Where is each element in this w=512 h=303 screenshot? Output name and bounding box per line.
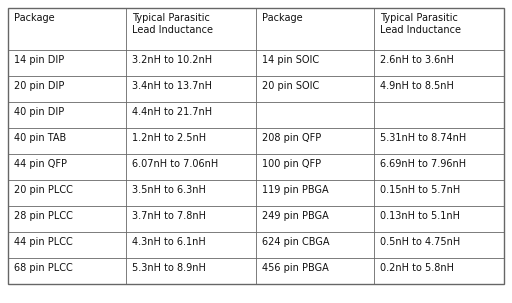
Text: 28 pin PLCC: 28 pin PLCC bbox=[14, 211, 73, 221]
Text: 456 pin PBGA: 456 pin PBGA bbox=[262, 263, 329, 273]
Text: 40 pin TAB: 40 pin TAB bbox=[14, 133, 66, 143]
Text: 1.2nH to 2.5nH: 1.2nH to 2.5nH bbox=[132, 133, 206, 143]
Text: 3.4nH to 13.7nH: 3.4nH to 13.7nH bbox=[132, 81, 212, 91]
Text: 14 pin SOIC: 14 pin SOIC bbox=[262, 55, 319, 65]
Text: 20 pin PLCC: 20 pin PLCC bbox=[14, 185, 73, 195]
Text: 0.13nH to 5.1nH: 0.13nH to 5.1nH bbox=[380, 211, 460, 221]
Text: Package: Package bbox=[14, 13, 55, 23]
Text: 0.2nH to 5.8nH: 0.2nH to 5.8nH bbox=[380, 263, 454, 273]
Text: 4.3nH to 6.1nH: 4.3nH to 6.1nH bbox=[132, 237, 206, 247]
Text: 5.3nH to 8.9nH: 5.3nH to 8.9nH bbox=[132, 263, 206, 273]
Text: 2.6nH to 3.6nH: 2.6nH to 3.6nH bbox=[380, 55, 454, 65]
Text: 3.7nH to 7.8nH: 3.7nH to 7.8nH bbox=[132, 211, 206, 221]
Text: 4.4nH to 21.7nH: 4.4nH to 21.7nH bbox=[132, 107, 212, 117]
Text: 5.31nH to 8.74nH: 5.31nH to 8.74nH bbox=[380, 133, 466, 143]
Text: 40 pin DIP: 40 pin DIP bbox=[14, 107, 64, 117]
Text: 119 pin PBGA: 119 pin PBGA bbox=[262, 185, 329, 195]
Text: Package: Package bbox=[262, 13, 303, 23]
Text: 3.5nH to 6.3nH: 3.5nH to 6.3nH bbox=[132, 185, 206, 195]
Text: 20 pin SOIC: 20 pin SOIC bbox=[262, 81, 319, 91]
Text: 0.15nH to 5.7nH: 0.15nH to 5.7nH bbox=[380, 185, 460, 195]
Text: 68 pin PLCC: 68 pin PLCC bbox=[14, 263, 73, 273]
Text: 0.5nH to 4.75nH: 0.5nH to 4.75nH bbox=[380, 237, 460, 247]
Text: Typical Parasitic
Lead Inductance: Typical Parasitic Lead Inductance bbox=[380, 13, 461, 35]
Text: 14 pin DIP: 14 pin DIP bbox=[14, 55, 64, 65]
Text: 6.07nH to 7.06nH: 6.07nH to 7.06nH bbox=[132, 159, 218, 169]
Text: 100 pin QFP: 100 pin QFP bbox=[262, 159, 321, 169]
Text: Typical Parasitic
Lead Inductance: Typical Parasitic Lead Inductance bbox=[132, 13, 213, 35]
Text: 208 pin QFP: 208 pin QFP bbox=[262, 133, 321, 143]
Text: 249 pin PBGA: 249 pin PBGA bbox=[262, 211, 329, 221]
Text: 20 pin DIP: 20 pin DIP bbox=[14, 81, 65, 91]
Text: 44 pin QFP: 44 pin QFP bbox=[14, 159, 67, 169]
Text: 6.69nH to 7.96nH: 6.69nH to 7.96nH bbox=[380, 159, 466, 169]
Text: 44 pin PLCC: 44 pin PLCC bbox=[14, 237, 73, 247]
Text: 3.2nH to 10.2nH: 3.2nH to 10.2nH bbox=[132, 55, 212, 65]
Text: 4.9nH to 8.5nH: 4.9nH to 8.5nH bbox=[380, 81, 454, 91]
Text: 624 pin CBGA: 624 pin CBGA bbox=[262, 237, 330, 247]
